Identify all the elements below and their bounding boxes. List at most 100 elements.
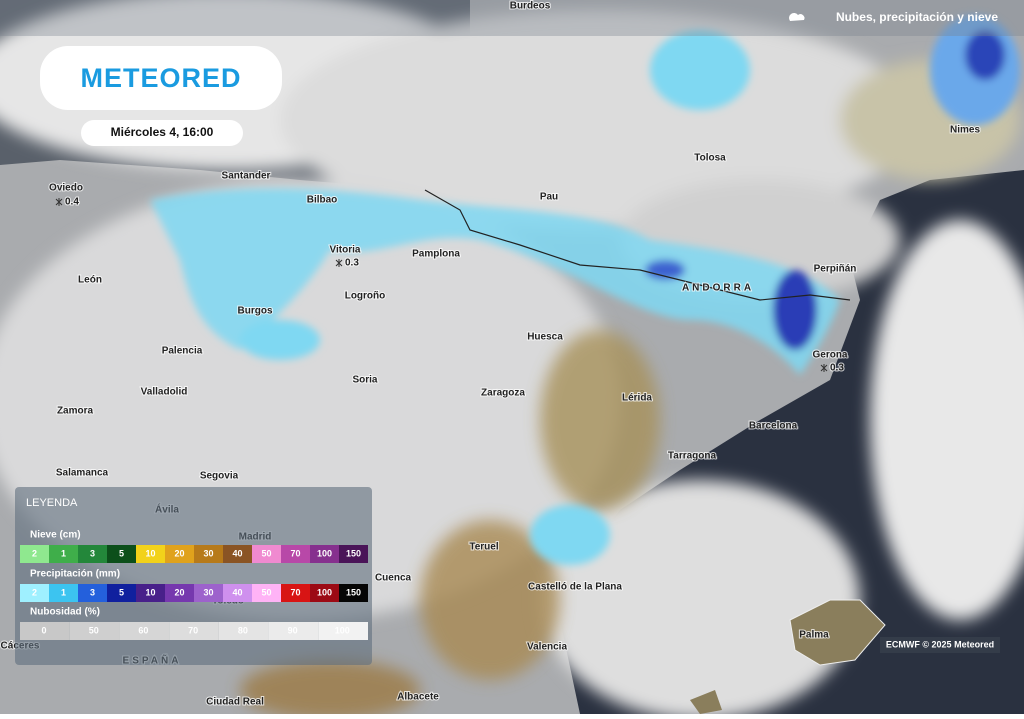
legend-value: 70 [188, 625, 198, 635]
legend-value: 2 [32, 587, 37, 597]
city-label: Cuenca [375, 573, 412, 584]
city-label: León [78, 275, 102, 286]
city-label: Barcelona [749, 421, 798, 432]
layer-icon [789, 13, 805, 21]
legend-swatch [20, 584, 49, 602]
legend-value: 100 [317, 548, 332, 558]
legend-value: 60 [138, 625, 148, 635]
legend-value: 30 [203, 587, 213, 597]
legend-swatch [223, 545, 252, 563]
legend-swatch [78, 584, 107, 602]
legend-value: 10 [145, 548, 155, 558]
legend-value: 150 [346, 548, 361, 558]
snow-amount: 0.3 [345, 258, 359, 269]
legend-value: 70 [290, 548, 300, 558]
date-box [81, 120, 243, 146]
city-label: Soria [352, 375, 377, 386]
snow-amount: 0.3 [830, 363, 844, 374]
legend-swatch [49, 545, 78, 563]
city-label: Burgos [238, 306, 273, 317]
legend-swatch [223, 584, 252, 602]
city-label: Segovia [200, 471, 239, 482]
layer-name: Nubes, precipitación y nieve [836, 10, 998, 24]
legend-swatch [78, 545, 107, 563]
legend-swatch [49, 584, 78, 602]
legend-swatch [218, 622, 269, 640]
city-label: Huesca [527, 332, 563, 343]
legend-swatch [252, 584, 281, 602]
legend-swatch [310, 545, 339, 563]
city-label: Vitoria [330, 245, 361, 256]
snow-icon [55, 198, 63, 206]
city-label: Castelló de la Plana [528, 582, 622, 593]
legend-value: 5 [119, 587, 124, 597]
legend-swatch [339, 545, 368, 563]
snow-labels: 0.4 0.3 0.3 [55, 196, 845, 375]
legend-swatch [20, 545, 49, 563]
legend: Nieve (cm)2 1 3 5 10 20 30 40 50 70 100 150Precipit… [20, 530, 368, 640]
legend-value: 3 [90, 548, 95, 558]
legend-value: 5 [119, 548, 124, 558]
legend-swatch [165, 545, 194, 563]
city-label: Perpiñán [814, 264, 857, 275]
legend-value: 0 [41, 625, 46, 635]
logo-box [40, 46, 282, 110]
city-label: Gerona [812, 350, 847, 361]
legend-swatch [281, 584, 310, 602]
legend-swatch [107, 584, 136, 602]
city-label: Zaragoza [481, 388, 525, 399]
city-label: ANDORRA [682, 283, 754, 294]
legend-value: 20 [174, 587, 184, 597]
legend-value: 2 [32, 548, 37, 558]
legend-value: 1 [61, 548, 66, 558]
legend-box [15, 487, 372, 665]
city-label: Palencia [162, 346, 203, 357]
snow-icon [820, 364, 828, 372]
legend-swatch [281, 545, 310, 563]
city-label: Salamanca [56, 468, 109, 479]
city-label: Teruel [469, 542, 498, 553]
legend-swatch [310, 584, 339, 602]
legend-value: 50 [89, 625, 99, 635]
city-label: Logroño [345, 291, 386, 302]
legend-swatch [252, 545, 281, 563]
legend-swatch [107, 545, 136, 563]
legend-swatch [136, 545, 165, 563]
legend-swatch [165, 584, 194, 602]
legend-value: 150 [346, 587, 361, 597]
snow-icon [335, 259, 343, 267]
legend-value: 100 [317, 587, 332, 597]
legend-swatch [268, 622, 319, 640]
legend-swatch [169, 622, 219, 640]
legend-value: 20 [174, 548, 184, 558]
city-label: Ciudad Real [206, 697, 264, 708]
credit: ECMWF © 2025 Meteored [886, 639, 994, 649]
city-label: Tarragona [668, 451, 717, 462]
border [424, 189, 851, 301]
legend-value: 70 [290, 587, 300, 597]
city-label: Pamplona [412, 249, 460, 260]
legend-section-label: Nieve (cm) [30, 530, 81, 541]
city-label: Zamora [57, 406, 94, 417]
legend-swatch [20, 622, 70, 640]
legend-value: 30 [203, 548, 213, 558]
logo: METEORED [80, 63, 241, 93]
legend-section-label: Precipitación (mm) [30, 569, 120, 580]
legend-title: LEYENDA [26, 497, 78, 509]
city-label: Bilbao [307, 195, 338, 206]
top-bar [0, 0, 1024, 36]
island [789, 599, 886, 666]
precipitation [150, 15, 1020, 565]
legend-value: 90 [288, 625, 298, 635]
legend-value: 100 [335, 625, 350, 635]
legend-swatch [119, 622, 170, 640]
island [690, 690, 722, 714]
city-label: Santander [222, 171, 271, 182]
legend-swatch [339, 584, 368, 602]
city-label: Burdeos [510, 1, 551, 12]
credit-box [880, 637, 1000, 653]
legend-value: 1 [61, 587, 66, 597]
city-label: Oviedo [49, 183, 83, 194]
